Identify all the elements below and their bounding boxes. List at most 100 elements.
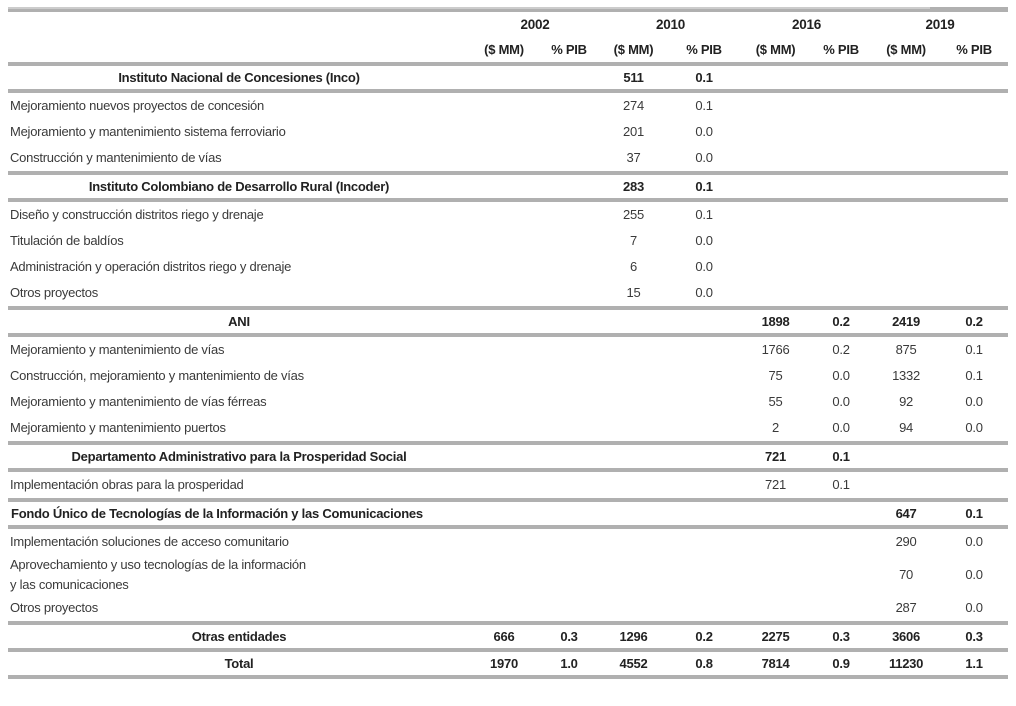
value-cell bbox=[470, 470, 538, 500]
value-cell bbox=[538, 555, 600, 595]
value-cell: 7 bbox=[630, 233, 637, 248]
value-cell bbox=[470, 171, 538, 202]
value-cell bbox=[470, 280, 538, 308]
value-cell bbox=[667, 595, 741, 623]
item-row: Mejoramiento y mantenimiento sistema fer… bbox=[8, 119, 1008, 145]
row-label: Implementación soluciones de acceso comu… bbox=[10, 534, 289, 549]
value-cell: 0.0 bbox=[965, 394, 983, 409]
value-cell: 0.0 bbox=[695, 259, 713, 274]
value-cell bbox=[741, 498, 811, 529]
value-cell bbox=[940, 62, 1009, 93]
value-cell bbox=[667, 415, 741, 443]
value-cell: 274 bbox=[623, 98, 644, 113]
value-cell: 1332 bbox=[892, 368, 920, 383]
value-cell bbox=[600, 595, 667, 623]
value-cell bbox=[667, 335, 741, 363]
item-row: Construcción, mejoramiento y mantenimien… bbox=[8, 363, 1008, 389]
unit-header-row: ($ MM) % PIB ($ MM) % PIB ($ MM) % PIB (… bbox=[8, 38, 1009, 66]
value-cell bbox=[667, 363, 741, 389]
value-cell: 7814 bbox=[741, 648, 811, 679]
section-row: Departamento Administrativo para la Pros… bbox=[8, 441, 1009, 472]
value-cell: 0.0 bbox=[832, 394, 850, 409]
value-cell bbox=[741, 200, 810, 228]
value-cell bbox=[741, 595, 810, 623]
value-cell bbox=[667, 527, 741, 555]
value-cell bbox=[667, 389, 741, 415]
value-cell bbox=[810, 527, 872, 555]
value-cell: 0.1 bbox=[940, 498, 1009, 529]
section-row: ANI 1898 0.2 2419 0.2 bbox=[8, 306, 1009, 337]
row-label: Aprovechamiento y uso tecnologías de la … bbox=[10, 557, 306, 592]
value-cell bbox=[600, 441, 668, 472]
row-label: Administración y operación distritos rie… bbox=[10, 259, 292, 274]
value-cell: 0.1 bbox=[965, 368, 983, 383]
value-cell: 287 bbox=[895, 600, 917, 615]
row-label: Mejoramiento y mantenimiento puertos bbox=[10, 420, 226, 435]
value-cell: 283 bbox=[600, 171, 668, 202]
item-row: Administración y operación distritos rie… bbox=[8, 254, 1008, 280]
row-label: Otros proyectos bbox=[10, 285, 99, 300]
value-cell: 0.3 bbox=[810, 621, 873, 652]
value-cell bbox=[538, 62, 601, 93]
item-row: Otros proyectos 15 0.0 bbox=[8, 280, 1008, 308]
value-cell: 1.0 bbox=[538, 648, 601, 679]
value-cell bbox=[538, 527, 600, 555]
value-cell: 0.8 bbox=[667, 648, 742, 679]
value-cell bbox=[470, 335, 538, 363]
unit-pib-2019: % PIB bbox=[940, 38, 1009, 66]
value-cell bbox=[470, 415, 538, 443]
value-cell bbox=[940, 145, 1008, 173]
value-cell bbox=[538, 119, 600, 145]
value-cell bbox=[600, 363, 667, 389]
row-label: Mejoramiento y mantenimiento de vías fér… bbox=[10, 394, 267, 409]
value-cell: 0.1 bbox=[965, 342, 983, 357]
value-cell bbox=[741, 119, 810, 145]
value-cell: 666 bbox=[470, 621, 538, 652]
value-cell: 70 bbox=[899, 567, 914, 582]
value-cell bbox=[741, 91, 810, 119]
value-cell bbox=[940, 91, 1008, 119]
row-label: Implementación obras para la prosperidad bbox=[10, 477, 244, 492]
value-cell: 0.1 bbox=[695, 207, 713, 222]
value-cell: 0.0 bbox=[695, 233, 713, 248]
row-label: Diseño y construcción distritos riego y … bbox=[10, 207, 264, 222]
row-label: Instituto Nacional de Concesiones (Inco) bbox=[8, 62, 470, 93]
value-cell: 1766 bbox=[761, 342, 790, 357]
year-header-2019: 2019 bbox=[872, 7, 1009, 38]
value-cell: 1898 bbox=[741, 306, 811, 337]
value-cell bbox=[600, 335, 667, 363]
value-cell: 11230 bbox=[872, 648, 941, 679]
value-cell bbox=[940, 119, 1008, 145]
value-cell bbox=[470, 498, 538, 529]
value-cell: 0.9 bbox=[810, 648, 873, 679]
value-cell: 92 bbox=[899, 394, 914, 409]
value-cell bbox=[538, 145, 600, 173]
value-cell: 0.1 bbox=[832, 477, 850, 492]
value-cell: 1.1 bbox=[940, 648, 1009, 679]
value-cell: 4552 bbox=[600, 648, 668, 679]
value-cell bbox=[538, 91, 600, 119]
value-cell: 15 bbox=[626, 285, 641, 300]
value-cell: 647 bbox=[872, 498, 941, 529]
value-cell: 0.2 bbox=[667, 621, 742, 652]
value-cell bbox=[470, 145, 538, 173]
value-cell bbox=[741, 62, 811, 93]
unit-pib-2010: % PIB bbox=[667, 38, 742, 66]
item-row: Mejoramiento y mantenimiento de vías 1766… bbox=[8, 335, 1008, 363]
year-header-row: 2002 2010 2016 2019 bbox=[8, 7, 1009, 66]
value-cell bbox=[538, 441, 601, 472]
value-cell: 55 bbox=[768, 394, 783, 409]
row-label: Departamento Administrativo para la Pros… bbox=[8, 441, 470, 472]
unit-mm-2016: ($ MM) bbox=[741, 38, 811, 66]
value-cell: 0.2 bbox=[832, 342, 850, 357]
value-cell bbox=[538, 335, 600, 363]
value-cell bbox=[667, 470, 741, 500]
value-cell: 511 bbox=[600, 62, 668, 93]
value-cell bbox=[470, 389, 538, 415]
unit-mm-2010: ($ MM) bbox=[600, 38, 668, 66]
year-header-2010: 2010 bbox=[600, 7, 742, 38]
row-label: Mejoramiento nuevos proyectos de concesi… bbox=[10, 98, 264, 113]
value-cell bbox=[470, 555, 538, 595]
value-cell bbox=[470, 306, 538, 337]
row-label: Instituto Colombiano de Desarrollo Rural… bbox=[8, 171, 470, 202]
